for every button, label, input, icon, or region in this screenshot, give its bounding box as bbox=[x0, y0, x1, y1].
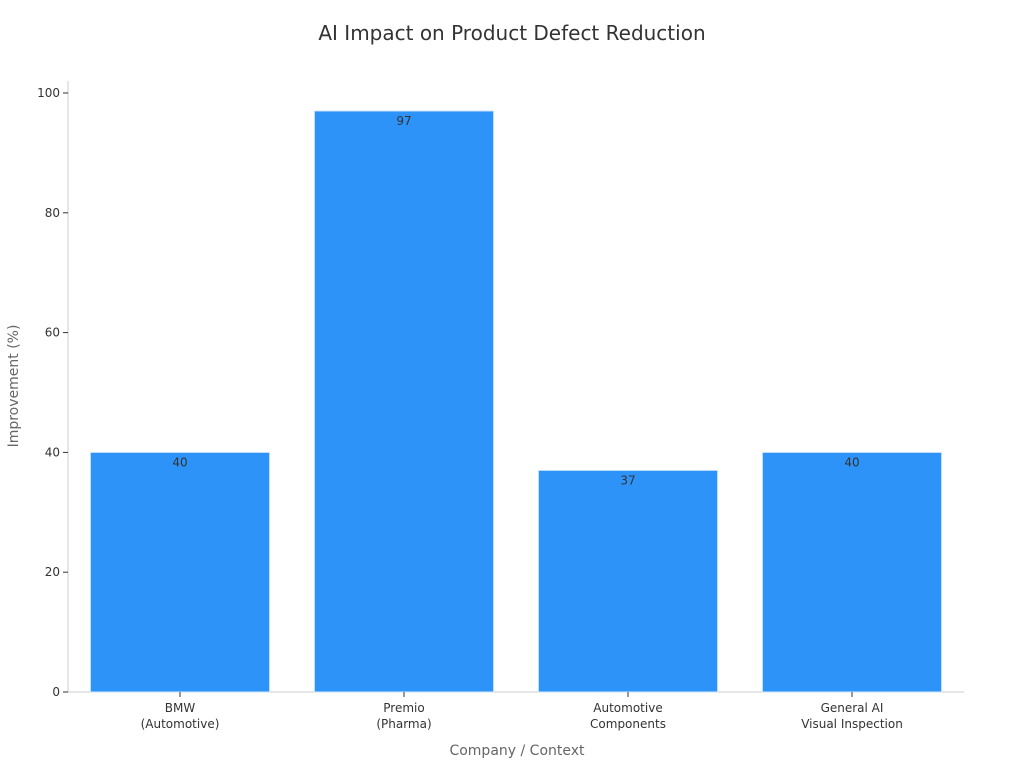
x-tick-label-line: Visual Inspection bbox=[801, 717, 903, 731]
bar bbox=[761, 451, 943, 693]
data-label: 97 bbox=[396, 114, 411, 128]
x-tick-label-line: (Automotive) bbox=[141, 717, 220, 731]
y-tick-label: 60 bbox=[45, 326, 60, 340]
x-tick-label-line: Premio bbox=[383, 701, 424, 715]
plot-area: 0 20 40 60 80 100 40 BMW (Automotive) 97 Premio (Ph… bbox=[37, 81, 964, 731]
x-tick-label-line: BMW bbox=[165, 701, 196, 715]
x-axis-title: Company / Context bbox=[449, 743, 585, 759]
x-tick-label-line: Components bbox=[590, 717, 666, 731]
data-label: 40 bbox=[844, 455, 859, 469]
y-tick-label: 100 bbox=[37, 86, 60, 100]
y-axis-title: Improvement (%) bbox=[6, 325, 22, 448]
x-tick-label: BMW (Automotive) bbox=[141, 701, 220, 731]
bar bbox=[537, 469, 719, 693]
y-tick-label: 80 bbox=[45, 206, 60, 220]
y-tick-label: 40 bbox=[45, 445, 60, 459]
data-label: 40 bbox=[172, 455, 187, 469]
bar bbox=[89, 451, 271, 693]
chart-title: AI Impact on Product Defect Reduction bbox=[318, 21, 705, 45]
x-tick-label-line: General AI bbox=[821, 701, 884, 715]
bar bbox=[313, 110, 495, 693]
data-label: 37 bbox=[620, 473, 635, 487]
y-tick-label: 20 bbox=[45, 565, 60, 579]
x-tick-label: Automotive Components bbox=[590, 701, 666, 731]
x-tick-label: Premio (Pharma) bbox=[376, 701, 431, 731]
x-tick-label-line: (Pharma) bbox=[376, 717, 431, 731]
x-tick-label: General AI Visual Inspection bbox=[801, 701, 903, 731]
y-tick-label: 0 bbox=[52, 685, 60, 699]
x-tick-label-line: Automotive bbox=[593, 701, 662, 715]
